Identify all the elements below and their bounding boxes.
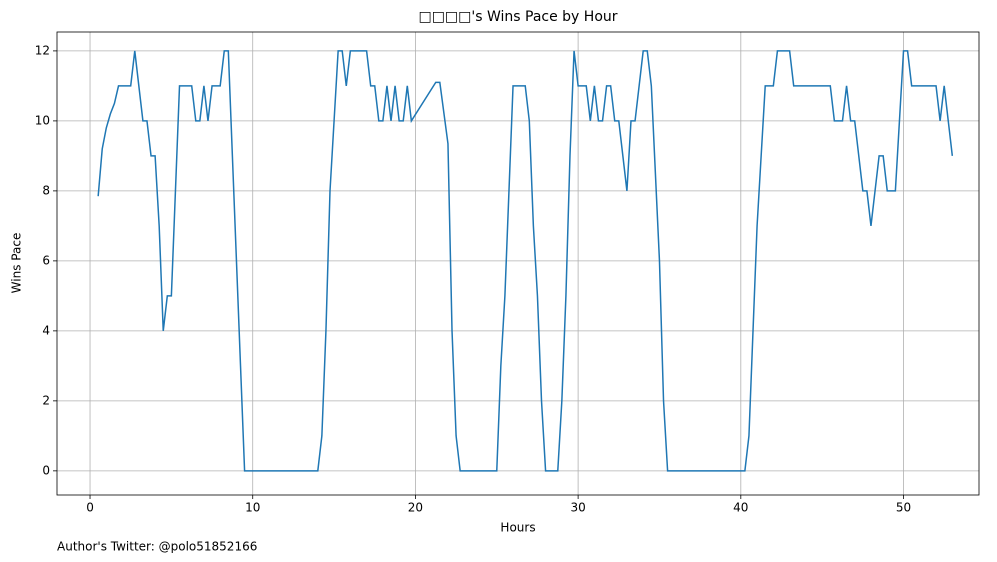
chart-title: □□□□'s Wins Pace by Hour (418, 9, 617, 25)
x-tick-label: 20 (408, 501, 423, 515)
x-tick-label: 50 (896, 501, 911, 515)
y-tick-label: 6 (42, 253, 50, 267)
y-tick-label: 0 (42, 463, 50, 477)
annotation: Author's Twitter: @polo51852166 (57, 540, 257, 554)
y-axis-label: Wins Pace (10, 233, 24, 294)
x-tick-label: 10 (245, 501, 260, 515)
y-tick-label: 8 (42, 183, 50, 197)
x-tick-label: 30 (570, 501, 585, 515)
y-tick-label: 4 (42, 323, 50, 337)
x-axis-label: Hours (500, 521, 535, 535)
x-tick-label: 0 (86, 501, 94, 515)
y-tick-label: 10 (35, 113, 50, 127)
plot-frame (56, 31, 980, 496)
data-line (97, 50, 954, 472)
x-tick-label: 40 (733, 501, 748, 515)
y-tick-label: 2 (42, 393, 50, 407)
y-tick-label: 12 (35, 43, 50, 57)
